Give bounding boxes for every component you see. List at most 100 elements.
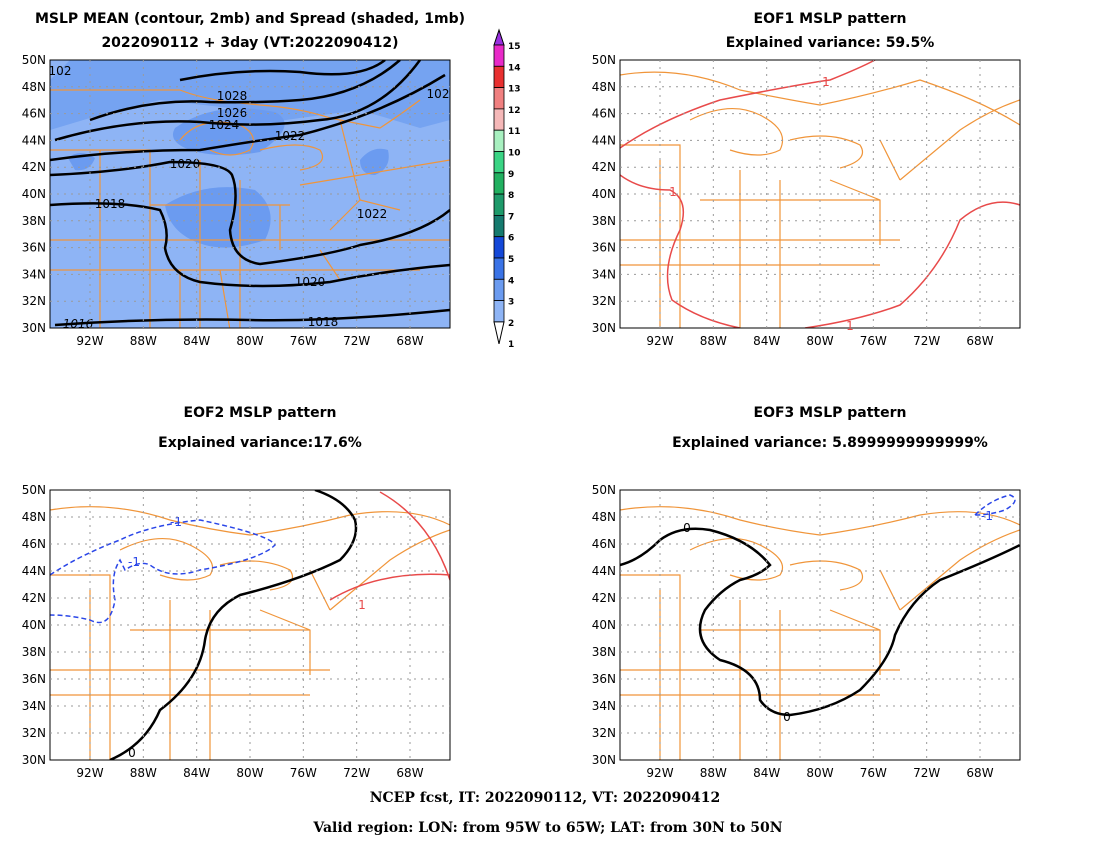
lon-tick-label: 68W <box>966 766 993 780</box>
lat-tick-label: 30N <box>22 753 46 767</box>
lat-tick-label: 32N <box>22 726 46 740</box>
panel1-title: MSLP MEAN (contour, 2mb) and Spread (sha… <box>35 11 465 27</box>
eof3-zero-line <box>620 527 1020 717</box>
lon-tick-label: 84W <box>753 334 780 348</box>
contour-label: 1 <box>846 319 854 333</box>
eof2-zero-line <box>109 490 358 760</box>
panel4-contour-labels: 0 0 -1 <box>683 509 993 724</box>
panel3-subtitle: Explained variance:17.6% <box>158 435 362 451</box>
lat-tick-label: 40N <box>592 618 616 632</box>
lat-tick-label: 46N <box>22 107 46 121</box>
lon-tick-label: 84W <box>183 766 210 780</box>
lon-tick-label: 88W <box>700 766 727 780</box>
lon-tick-label: 92W <box>76 766 103 780</box>
panel3-axes: 30N 32N 34N 36N 38N 40N 42N 44N 46N 48N 50N 92W 88W 8… <box>22 483 450 780</box>
lat-tick-label: 46N <box>592 537 616 551</box>
colorbar-label: 11 <box>508 127 521 137</box>
colorbar-swatch <box>493 193 505 216</box>
colorbar-swatch <box>493 65 505 89</box>
eof3-negative-contour <box>974 494 1016 516</box>
lat-tick-label: 30N <box>592 753 616 767</box>
contour-label: 1 <box>822 75 830 89</box>
lon-tick-label: 88W <box>130 334 157 348</box>
lon-tick-label: 84W <box>753 766 780 780</box>
lat-tick-label: 32N <box>22 294 46 308</box>
contour-label: 1018 <box>95 197 126 211</box>
panel1-map: 1028 1026 1024 1022 1020 1018 1022 1020 … <box>49 59 451 331</box>
lat-tick-label: 42N <box>22 591 46 605</box>
colorbar-swatch <box>493 108 505 131</box>
lat-tick-label: 38N <box>592 214 616 228</box>
lat-tick-label: 50N <box>592 53 616 67</box>
contour-label: -1 <box>170 515 182 529</box>
lat-tick-label: 46N <box>22 537 46 551</box>
colorbar-label: 2 <box>508 319 514 329</box>
isobar-1022 <box>50 73 446 162</box>
lat-tick-label: 38N <box>22 214 46 228</box>
lon-tick-label: 80W <box>806 766 833 780</box>
colorbar-label: 6 <box>508 234 514 244</box>
contour-label: 1016 <box>63 317 94 331</box>
isobar-1020 <box>50 160 450 266</box>
lat-tick-label: 34N <box>592 267 616 281</box>
contour-label: 1022 <box>275 129 306 143</box>
axes-layer: 30N 32N 34N 36N 38N 40N 42N 44N 46N 48N 50N 92W 88W 8… <box>22 53 1020 780</box>
lon-tick-label: 92W <box>646 334 673 348</box>
spread-shading-east <box>360 148 389 175</box>
panel4-subtitle: Explained variance: 5.8999999999999% <box>672 435 988 451</box>
panel3-boundaries <box>50 506 450 760</box>
lon-tick-label: 80W <box>236 766 263 780</box>
colorbar-label: 15 <box>508 42 521 52</box>
contour-label: 102 <box>427 87 450 101</box>
lon-tick-label: 68W <box>396 334 423 348</box>
lon-tick-label: 68W <box>396 766 423 780</box>
lat-tick-label: 38N <box>22 645 46 659</box>
colorbar-label: 8 <box>508 191 514 201</box>
lat-tick-label: 36N <box>22 672 46 686</box>
panel2-subtitle: Explained variance: 59.5% <box>726 35 935 51</box>
colorbar-swatch <box>493 172 505 195</box>
contour-label: 1022 <box>357 207 388 221</box>
panel2-contour-labels: 1 1 1 <box>669 75 854 333</box>
lat-tick-label: 40N <box>592 187 616 201</box>
lon-tick-label: 80W <box>806 334 833 348</box>
colorbar-label: 5 <box>508 255 514 265</box>
eof2-negative-contours <box>50 519 276 624</box>
colorbar-label: 14 <box>508 63 521 73</box>
colorbar-label: 10 <box>508 149 521 159</box>
lat-tick-label: 30N <box>592 321 616 335</box>
lat-tick-label: 48N <box>592 510 616 524</box>
contour-label: 1020 <box>170 157 201 171</box>
colorbar-swatch <box>493 129 505 152</box>
lat-tick-label: 44N <box>22 564 46 578</box>
footer-forecast-info: NCEP fcst, IT: 2022090112, VT: 202209041… <box>370 790 721 806</box>
contour-label: 1 <box>358 598 366 612</box>
lon-tick-label: 92W <box>646 766 673 780</box>
colorbar-label: 4 <box>508 276 514 286</box>
colorbar-label: 9 <box>508 170 514 180</box>
panel2-axes: 30N 32N 34N 36N 38N 40N 42N 44N 46N 48N 50N 92W 88W 8… <box>592 53 1020 348</box>
colorbar-swatch <box>493 87 505 110</box>
lat-tick-label: 42N <box>592 160 616 174</box>
lat-tick-label: 38N <box>592 645 616 659</box>
lat-tick-label: 48N <box>592 80 616 94</box>
lat-tick-label: 44N <box>22 133 46 147</box>
isobar-1028 <box>179 60 386 82</box>
isobar-1018 <box>50 202 450 288</box>
lon-tick-label: 76W <box>290 334 317 348</box>
contour-label: 1026 <box>217 106 248 120</box>
lat-tick-label: 46N <box>592 107 616 121</box>
panel1-subtitle: 2022090112 + 3day (VT:2022090412) <box>101 35 398 51</box>
lat-tick-label: 50N <box>22 53 46 67</box>
contour-label: 0 <box>783 710 791 724</box>
contour-label: 1020 <box>295 275 326 289</box>
lat-tick-label: 48N <box>22 80 46 94</box>
lon-tick-label: 80W <box>236 334 263 348</box>
lon-tick-label: 72W <box>913 334 940 348</box>
lon-tick-label: 72W <box>913 766 940 780</box>
lat-tick-label: 32N <box>592 294 616 308</box>
contour-label: -1 <box>981 509 993 523</box>
eof2-positive-contours <box>329 491 450 601</box>
